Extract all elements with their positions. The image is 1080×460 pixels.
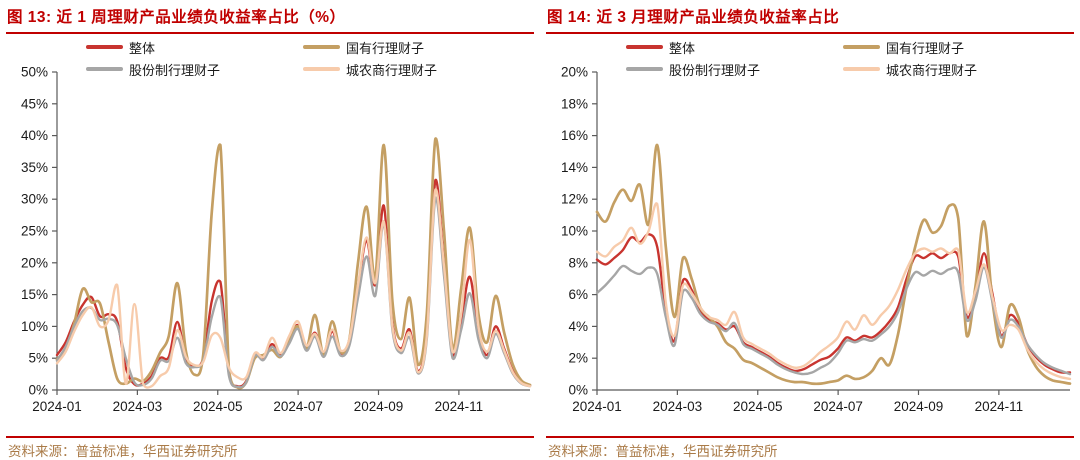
y-tick-label: 6% [568, 287, 588, 302]
y-tick-label: 30% [21, 192, 48, 207]
x-tick-label: 2024-03 [113, 399, 163, 414]
y-tick-label: 35% [21, 160, 48, 175]
series-line-3 [55, 188, 532, 389]
series-line-0 [595, 233, 1072, 374]
chart-panel-fig13: 图 13: 近 1 周理财产品业绩负收益率占比（%） 整体 国有行理财子股份制行理… [0, 0, 540, 459]
legend-swatch-2 [626, 67, 663, 71]
y-tick-label: 0% [28, 383, 48, 398]
legend-item-2: 股份制行理财子 [626, 61, 761, 78]
source-note: 资料来源：普益标准，华西证券研究所 [8, 444, 238, 459]
legend-label-0: 整体 [129, 40, 156, 56]
legend-swatch-3 [843, 67, 880, 71]
legend-item-2: 股份制行理财子 [86, 61, 221, 78]
line-chart: 0% 2% 4% 6% 8% 10% 12% 14% 16% 18% 20% 2024-01 2024-… [561, 65, 1072, 414]
legend-label-1: 国有行理财子 [346, 40, 425, 56]
y-tick-label: 8% [568, 255, 588, 270]
figure-title: 图 14: 近 3 月理财产品业绩负收益率占比 [547, 9, 840, 26]
chart-legend: 整体 国有行理财子股份制行理财子 城农商行理财子 [540, 36, 1080, 84]
series-line-3 [595, 202, 1072, 381]
x-tick-label: 2024-09 [894, 399, 944, 414]
y-tick-label: 5% [28, 351, 48, 366]
source-divider [546, 436, 1074, 438]
title-underline [546, 32, 1074, 34]
x-tick-label: 2024-07 [813, 399, 863, 414]
y-tick-label: 50% [21, 65, 48, 80]
x-tick-label: 2024-05 [193, 399, 243, 414]
legend-swatch-1 [843, 45, 880, 49]
legend-item-0: 整体 [626, 39, 696, 56]
y-tick-label: 14% [561, 160, 588, 175]
x-tick-label: 2024-07 [273, 399, 323, 414]
y-tick-label: 18% [561, 96, 588, 111]
y-tick-label: 2% [568, 351, 588, 366]
y-tick-label: 20% [561, 65, 588, 80]
legend-swatch-3 [303, 67, 340, 71]
x-tick-label: 2024-11 [975, 399, 1024, 414]
legend-item-0: 整体 [86, 39, 156, 56]
legend-swatch-1 [303, 45, 340, 49]
x-tick-label: 2024-01 [572, 399, 622, 414]
series-line-1 [55, 137, 532, 390]
x-tick-label: 2024-09 [354, 399, 404, 414]
series-line-1 [595, 143, 1072, 386]
legend-label-1: 国有行理财子 [886, 40, 965, 56]
y-tick-label: 4% [568, 319, 588, 334]
line-chart: 0% 5% 10% 15% 20% 25% 30% 35% 40% 45% 50% 2024-01 20… [21, 65, 532, 414]
figure-title: 图 13: 近 1 周理财产品业绩负收益率占比（%） [7, 9, 346, 26]
legend-label-2: 股份制行理财子 [129, 62, 221, 78]
title-underline [6, 32, 534, 34]
y-tick-label: 10% [21, 319, 48, 334]
legend-label-3: 城农商行理财子 [886, 62, 978, 78]
x-tick-label: 2024-11 [435, 399, 484, 414]
x-tick-label: 2024-05 [733, 399, 783, 414]
legend-label-2: 股份制行理财子 [669, 62, 761, 78]
x-tick-label: 2024-01 [32, 399, 82, 414]
y-tick-label: 45% [21, 96, 48, 111]
source-note: 资料来源：普益标准，华西证券研究所 [548, 444, 778, 459]
y-tick-label: 15% [21, 287, 48, 302]
legend-swatch-0 [626, 45, 663, 49]
y-tick-label: 20% [21, 255, 48, 270]
y-tick-label: 16% [561, 128, 588, 143]
x-tick-label: 2024-03 [653, 399, 703, 414]
y-tick-label: 25% [21, 224, 48, 239]
legend-swatch-0 [86, 45, 123, 49]
legend-label-3: 城农商行理财子 [346, 62, 438, 78]
chart-legend: 整体 国有行理财子股份制行理财子 城农商行理财子 [0, 36, 540, 84]
legend-item-3: 城农商行理财子 [843, 61, 978, 78]
y-tick-label: 0% [568, 383, 588, 398]
y-tick-label: 12% [561, 192, 588, 207]
legend-label-0: 整体 [669, 40, 696, 56]
y-tick-label: 40% [21, 128, 48, 143]
legend-item-1: 国有行理财子 [843, 39, 965, 56]
y-tick-label: 10% [561, 224, 588, 239]
legend-swatch-2 [86, 67, 123, 71]
chart-panel-fig14: 图 14: 近 3 月理财产品业绩负收益率占比 整体 国有行理财子股份制行理财子 城… [540, 0, 1080, 459]
legend-item-3: 城农商行理财子 [303, 61, 438, 78]
legend-item-1: 国有行理财子 [303, 39, 425, 56]
source-divider [6, 436, 534, 438]
series-line-0 [55, 178, 532, 388]
